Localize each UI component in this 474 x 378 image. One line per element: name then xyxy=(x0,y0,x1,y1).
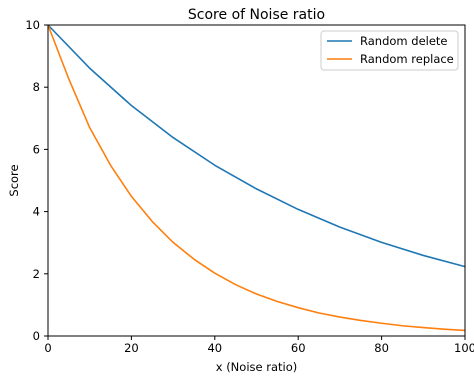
chart-title: Score of Noise ratio xyxy=(188,7,325,23)
x-tick-label: 20 xyxy=(124,341,139,355)
y-tick-label: 4 xyxy=(33,205,40,219)
legend-label: Random delete xyxy=(360,34,448,48)
legend-label: Random replace xyxy=(360,52,454,66)
x-tick-label: 60 xyxy=(291,341,306,355)
legend: Random delete Random replace xyxy=(320,30,459,71)
series-line-1 xyxy=(47,24,466,268)
y-tick-label: 0 xyxy=(33,329,40,343)
y-tick-label: 10 xyxy=(25,18,40,32)
x-tick-label: 0 xyxy=(44,341,51,355)
y-tick-label: 6 xyxy=(33,142,40,156)
plot-lines xyxy=(47,24,466,332)
y-tick-label: 2 xyxy=(33,267,40,281)
x-tick-label: 100 xyxy=(454,341,474,355)
series-line-2 xyxy=(47,24,466,332)
y-axis-label: Score xyxy=(7,164,21,196)
x-tick-label: 40 xyxy=(207,341,222,355)
x-tick-label: 80 xyxy=(374,341,389,355)
x-axis-ticks: 0 20 40 60 80 100 xyxy=(44,336,474,355)
y-axis-ticks: 0 2 4 6 8 10 xyxy=(25,18,48,343)
y-tick-label: 8 xyxy=(33,80,40,94)
plot-frame xyxy=(47,24,466,337)
legend-box xyxy=(320,30,459,71)
x-axis-label: x (Noise ratio) xyxy=(216,360,298,374)
